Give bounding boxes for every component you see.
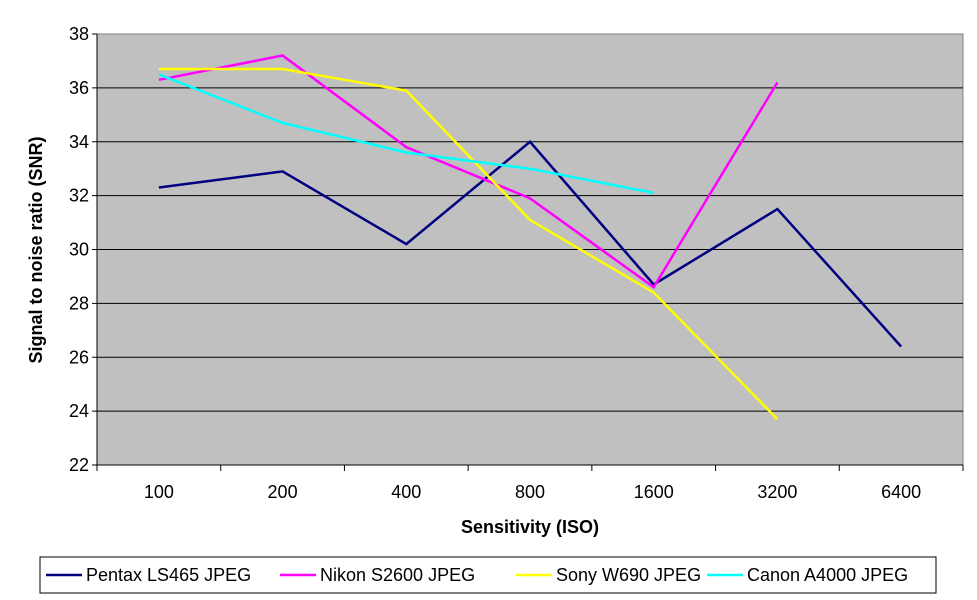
x-tick-label: 1600 (634, 482, 674, 502)
y-tick-label: 38 (69, 24, 89, 44)
y-tick-label: 36 (69, 78, 89, 98)
y-tick-label: 22 (69, 455, 89, 475)
x-tick-label: 6400 (881, 482, 921, 502)
series-line-nikon-s2600-jpeg (158, 54, 779, 290)
series-lines (158, 54, 903, 421)
legend: Pentax LS465 JPEG Nikon S2600 JPEG Sony W6… (39, 556, 937, 594)
x-axis-title: Sensitivity (ISO) (461, 517, 599, 537)
x-tick-label: 200 (268, 482, 298, 502)
x-tick-labels: 100 200 400 800 1600 3200 6400 (144, 482, 921, 502)
x-tick-label: 800 (515, 482, 545, 502)
y-tick-label: 32 (69, 186, 89, 206)
legend-label: Canon A4000 JPEG (747, 565, 908, 585)
series-line-pentax-ls465-jpeg (158, 140, 903, 348)
legend-label: Pentax LS465 JPEG (86, 565, 251, 585)
y-tick-labels: 22 24 26 28 30 32 34 36 38 (69, 24, 89, 475)
series-line-sony-w690-jpeg (158, 67, 779, 421)
y-tick-label: 28 (69, 293, 89, 313)
x-tick-label: 100 (144, 482, 174, 502)
y-tick-label: 26 (69, 347, 89, 367)
legend-label: Nikon S2600 JPEG (320, 565, 475, 585)
y-axis-title: Signal to noise ratio (SNR) (26, 136, 46, 363)
legend-label: Sony W690 JPEG (556, 565, 701, 585)
y-tick-label: 24 (69, 401, 89, 421)
x-tick-label: 400 (391, 482, 421, 502)
y-tick-label: 30 (69, 240, 89, 260)
x-tick-label: 3200 (757, 482, 797, 502)
series-line-canon-a4000-jpeg (158, 73, 654, 195)
legend-box (39, 556, 937, 594)
axes (92, 33, 964, 471)
y-tick-label: 34 (69, 132, 89, 152)
